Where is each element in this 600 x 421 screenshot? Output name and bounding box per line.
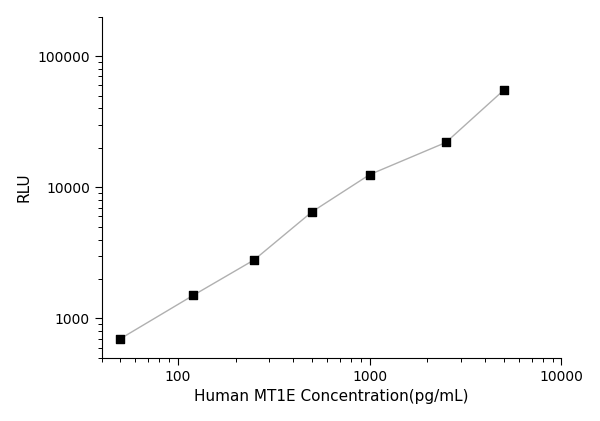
Point [365, 171, 374, 178]
Point [307, 208, 317, 215]
Point [188, 292, 198, 299]
X-axis label: Human MT1E Concentration(pg/mL): Human MT1E Concentration(pg/mL) [194, 389, 469, 404]
Point [250, 256, 259, 263]
Point [499, 87, 508, 93]
Y-axis label: RLU: RLU [17, 173, 32, 202]
Point [115, 336, 125, 342]
Point [441, 139, 451, 146]
